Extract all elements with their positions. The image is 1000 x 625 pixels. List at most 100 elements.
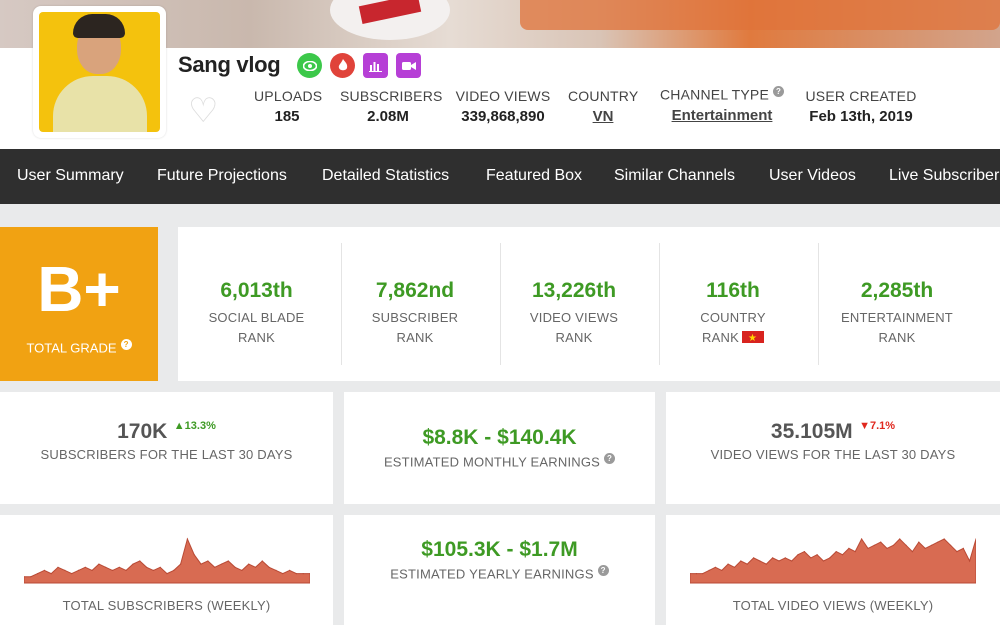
sparkline-point (892, 544, 894, 546)
sparkline-point (227, 560, 229, 562)
sparkline-point (721, 569, 723, 571)
rank-video-views: 13,226th VIDEO VIEWS RANK (529, 279, 619, 345)
sparkline-point (784, 557, 786, 559)
sparkline-point (234, 566, 236, 568)
country-link[interactable]: VN (592, 108, 614, 125)
stat-video-views: VIDEO VIEWS 339,868,890 (455, 88, 551, 125)
sparkline-point (254, 566, 257, 568)
sparkline-point (841, 554, 844, 556)
nav-similar-channels[interactable]: Similar Channels (614, 167, 735, 184)
nav-bar: User Summary Future Projections Detailed… (0, 149, 1000, 204)
sparkline-area (24, 537, 310, 584)
sparkline-point (77, 569, 80, 571)
sparkline-point (282, 573, 284, 575)
sparkline-point (797, 554, 799, 556)
sparkline-point (43, 569, 45, 571)
divider (659, 243, 660, 365)
subscribers-30-days-card: 170K ▲13.3% SUBSCRIBERS FOR THE LAST 30 … (0, 392, 333, 504)
sparkline-point (956, 551, 958, 553)
help-icon[interactable]: ? (597, 565, 609, 576)
sparkline-point (905, 544, 907, 546)
sparkline-point (930, 544, 933, 546)
stat-uploads: UPLOADS 185 (254, 88, 323, 125)
sparkline-point (166, 573, 168, 575)
subscribers-weekly-sparkline (24, 537, 310, 584)
divider (500, 243, 501, 365)
rank-entertainment: 2,285th ENTERTAINMENT RANK (841, 279, 953, 345)
channel-type-link[interactable]: Entertainment (671, 106, 773, 124)
video-camera-icon[interactable] (396, 53, 421, 78)
help-icon[interactable]: ? (604, 453, 616, 464)
sparkline-point (708, 569, 710, 571)
sparkline-point (125, 569, 127, 571)
sparkline-point (24, 576, 25, 578)
sparkline-point (173, 569, 175, 571)
sparkline-point (937, 541, 939, 543)
sparkline-point (111, 569, 114, 571)
sparkline-point (772, 557, 774, 559)
total-grade-card: B+ TOTAL GRADE? (0, 227, 158, 381)
sparkline-point (50, 573, 52, 575)
grade-letter: B+ (37, 253, 121, 325)
sparkline-point (943, 538, 945, 540)
eye-icon[interactable] (297, 53, 322, 78)
sparkline-point (84, 566, 86, 568)
flame-icon[interactable] (330, 53, 355, 78)
sparkline-point (261, 560, 263, 562)
sparkline-point (295, 573, 297, 575)
sparkline-point (268, 566, 270, 568)
sparkline-point (105, 566, 107, 568)
help-icon[interactable]: ? (120, 339, 132, 350)
sparkline-point (30, 576, 32, 578)
favorite-heart-icon[interactable]: ♡ (188, 92, 219, 130)
total-subscribers-weekly-card: TOTAL SUBSCRIBERS (WEEKLY) (0, 515, 333, 625)
decrease-arrow-icon: ▼7.1% (859, 420, 896, 432)
channel-name: Sang vlog (178, 52, 281, 77)
sparkline-point (803, 551, 805, 553)
sparkline-point (975, 538, 976, 540)
total-video-views-weekly-card: TOTAL VIDEO VIEWS (WEEKLY) (666, 515, 1000, 625)
nav-detailed-statistics[interactable]: Detailed Statistics (322, 167, 450, 184)
ranks-panel: 6,013th SOCIAL BLADE RANK 7,862nd SUBSCRI… (178, 227, 1000, 381)
vietnam-flag-icon (741, 329, 764, 349)
yearly-earnings-card: $105.3K - $1.7M ESTIMATED YEARLY EARNING… (344, 515, 655, 625)
sparkline-point (714, 566, 716, 568)
increase-arrow-icon: ▲13.3% (173, 420, 216, 432)
sparkline-point (302, 573, 304, 575)
channel-header (0, 48, 1000, 149)
nav-featured-box[interactable]: Featured Box (486, 167, 583, 184)
sparkline-point (765, 563, 767, 565)
monthly-earnings-value: $8.8K - $140.4K (422, 426, 577, 449)
grade-label: TOTAL GRADE (26, 340, 117, 356)
sparkline-point (57, 566, 59, 568)
sparkline-point (924, 547, 926, 549)
monthly-earnings-card: $8.8K - $140.4K ESTIMATED MONTHLY EARNIN… (344, 392, 655, 504)
sparkline-point (309, 573, 310, 575)
sparkline-point (753, 557, 755, 559)
sparkline-point (835, 551, 837, 553)
sparkline-point (854, 551, 856, 553)
views-30-days-value: 35.105M (770, 420, 853, 443)
sparkline-point (791, 560, 793, 562)
sparkline-point (118, 566, 120, 568)
help-icon[interactable]: ? (773, 86, 784, 97)
sparkline-point (91, 569, 93, 571)
sparkline-point (911, 551, 913, 553)
sparkline-point (848, 547, 850, 549)
bar-chart-icon[interactable] (363, 53, 388, 78)
sparkline-point (702, 573, 704, 575)
sparkline-point (822, 560, 825, 562)
nav-user-summary[interactable]: User Summary (17, 167, 124, 184)
sparkline-point (816, 554, 818, 556)
nav-live-subscriber[interactable]: Live Subscriber (889, 167, 1000, 184)
sparkline-point (969, 560, 971, 562)
sparkline-point (733, 566, 736, 568)
channel-avatar[interactable] (33, 6, 166, 138)
stat-subscribers: SUBSCRIBERS 2.08M (340, 88, 443, 125)
sparkline-point (690, 573, 691, 575)
nav-user-videos[interactable]: User Videos (769, 167, 856, 184)
sparkline-point (873, 544, 875, 546)
sparkline-area (690, 538, 976, 584)
sparkline-point (880, 541, 882, 543)
nav-future-projections[interactable]: Future Projections (157, 167, 287, 184)
